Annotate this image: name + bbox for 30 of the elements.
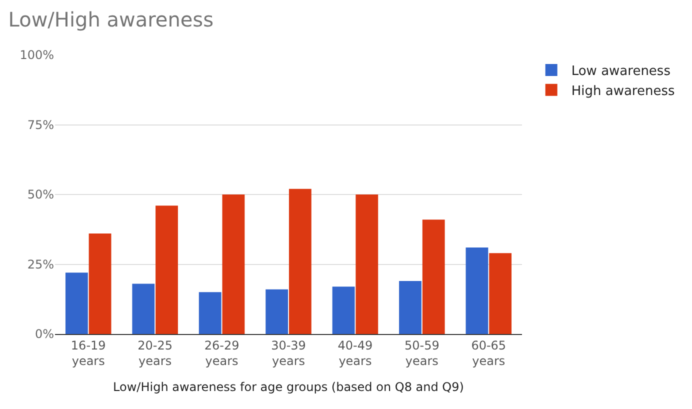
x-tick-label: 20-25 years (138, 338, 173, 368)
bar (422, 220, 445, 334)
y-tick-label: 75% (27, 118, 54, 132)
bar (88, 234, 112, 334)
x-tick-label: 50-59 years (404, 338, 440, 368)
bar (288, 188, 312, 334)
x-tick-label: 30-39 years (271, 338, 306, 368)
y-tick-label: 25% (27, 257, 54, 272)
bar (198, 292, 222, 334)
y-tick-label: 50% (27, 188, 54, 202)
bar (399, 280, 422, 334)
bar (65, 272, 88, 334)
x-tick-label: 60-65 years (471, 338, 506, 368)
bar (156, 206, 178, 334)
x-tick-label: 40-49 years (338, 338, 373, 368)
bar (332, 286, 355, 334)
legend-label: High awareness (571, 84, 675, 99)
x-tick-label: 16-19 years (70, 338, 106, 368)
bar (356, 194, 378, 334)
bar (222, 194, 245, 334)
bar (132, 284, 155, 334)
x-axis-title: Low/High awareness for age groups (based on Q8 and Q9) (113, 380, 464, 394)
bar (489, 253, 512, 334)
legend-label: Low awareness (571, 64, 671, 80)
y-tick-label: 100% (20, 48, 54, 62)
x-tick-label: 26-29 years (204, 338, 240, 368)
bar (266, 289, 288, 334)
chart-title: Low/High awareness (8, 7, 214, 32)
bar (466, 248, 488, 334)
y-tick-label: 0% (34, 327, 54, 342)
